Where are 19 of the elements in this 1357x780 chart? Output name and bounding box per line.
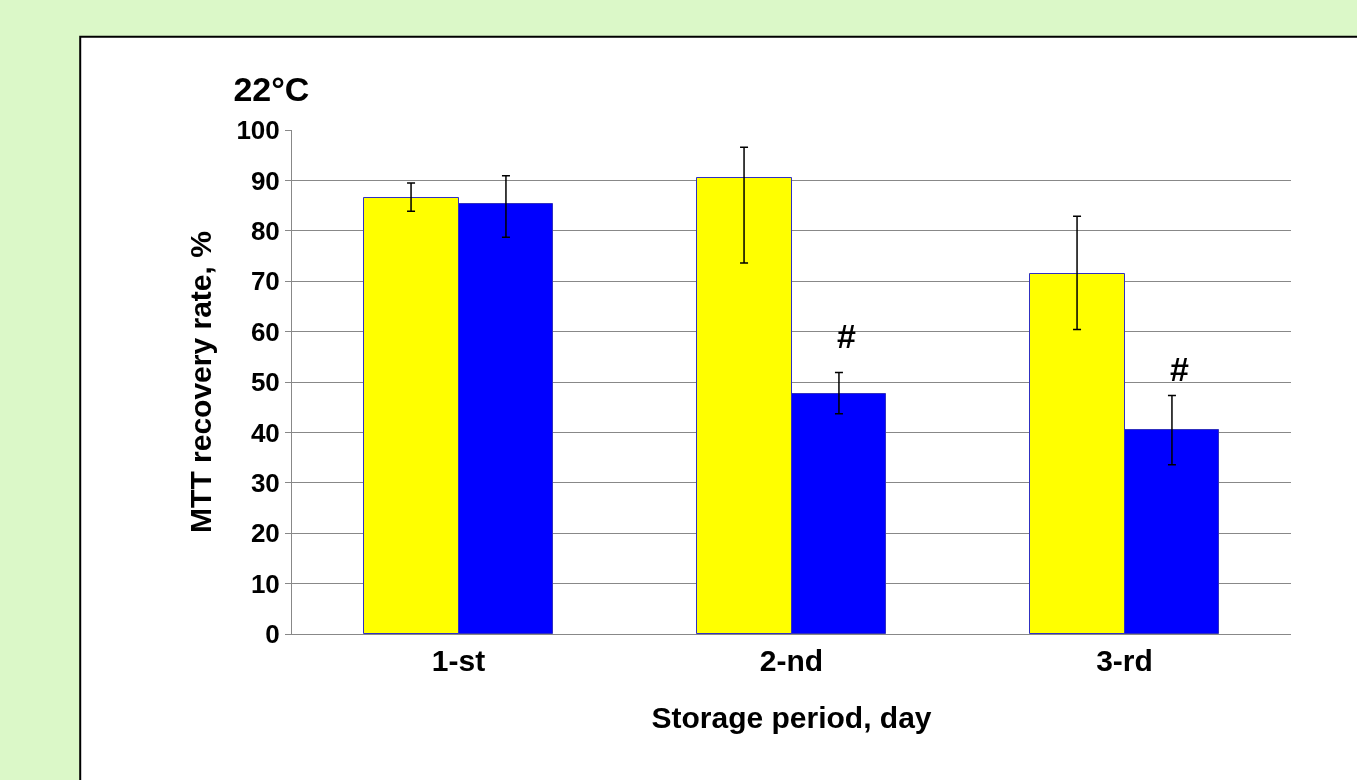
y-tick-label: 10 bbox=[250, 568, 280, 599]
y-tick-label: 20 bbox=[250, 518, 280, 549]
annotation: # bbox=[837, 317, 856, 355]
annotation: # bbox=[1170, 350, 1189, 388]
y-tick-label: 30 bbox=[250, 467, 280, 498]
y-tick-label: 80 bbox=[250, 215, 280, 246]
y-axis-title: MTT recovery rate, % bbox=[184, 231, 218, 533]
y-tick-label: 40 bbox=[250, 417, 280, 448]
y-tick-label: 0 bbox=[265, 619, 280, 650]
x-axis-title: Storage period, day bbox=[651, 700, 932, 734]
y-tick-label: 60 bbox=[250, 316, 280, 347]
y-tick-label: 100 bbox=[236, 115, 280, 146]
chart-title: 22°C bbox=[233, 70, 310, 109]
y-tick-label: 90 bbox=[250, 165, 280, 196]
y-tick-label: 50 bbox=[250, 367, 280, 398]
x-tick-label: 1-st bbox=[431, 644, 486, 677]
x-tick-label: 3-rd bbox=[1096, 644, 1153, 677]
x-tick-label: 2-nd bbox=[759, 644, 824, 677]
y-tick-label: 70 bbox=[250, 266, 280, 297]
